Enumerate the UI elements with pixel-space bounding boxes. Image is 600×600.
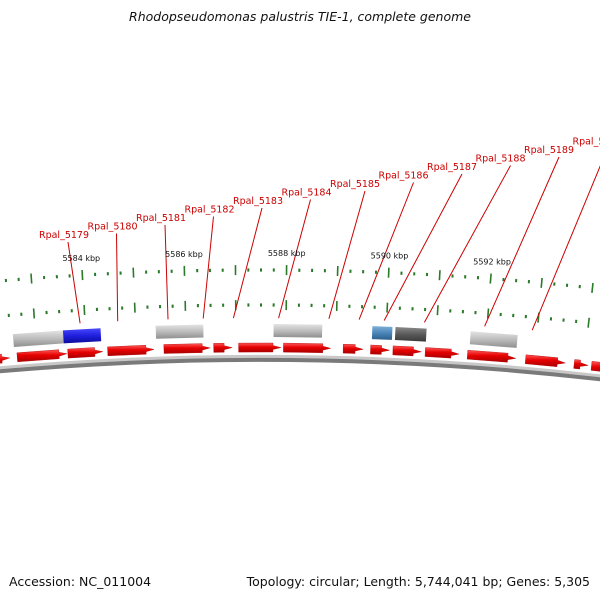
forward-gene-arrow — [466, 349, 516, 363]
gene-label: Rpal_5190 — [572, 137, 600, 148]
forward-gene-arrow — [16, 349, 67, 363]
position-label: 5584 kbp — [62, 254, 100, 263]
position-label: 5590 kbp — [371, 252, 409, 261]
tick-mark — [591, 282, 594, 293]
gene-label: Rpal_5180 — [87, 222, 137, 233]
label-leader-line — [423, 165, 511, 323]
gene-label: Rpal_5179 — [39, 230, 89, 241]
label-leader-line — [278, 199, 311, 319]
light-gray-gene-block — [12, 330, 64, 347]
label-leader-line — [202, 216, 214, 319]
forward-gene-arrow — [107, 344, 155, 357]
genome-summary: Topology: circular; Length: 5,744,041 bp… — [246, 574, 590, 589]
gene-features — [0, 324, 600, 372]
gene-label: Rpal_5186 — [378, 171, 428, 182]
gene-labels: Rpal_5179Rpal_5180Rpal_5181Rpal_5182Rpal… — [39, 137, 600, 242]
tick-mark — [30, 273, 33, 284]
label-leader-line — [164, 224, 169, 320]
tick-mark — [436, 305, 439, 316]
label-leaders — [67, 156, 600, 331]
gene-label: Rpal_5182 — [184, 205, 234, 216]
forward-gene-arrow — [370, 344, 390, 355]
label-leader-line — [328, 190, 366, 319]
tick-mark — [81, 270, 84, 281]
forward-gene-arrow — [0, 353, 10, 364]
label-leader-line — [358, 182, 414, 320]
gene-label: Rpal_5184 — [281, 188, 331, 199]
light-gray-gene-block — [469, 331, 518, 348]
label-leader-line — [531, 165, 600, 331]
gene-label: Rpal_5189 — [524, 145, 574, 156]
accession-text: Accession: NC_011004 — [9, 574, 152, 589]
forward-gene-arrow — [342, 343, 364, 354]
backbone-line — [0, 357, 600, 382]
forward-gene-arrow — [573, 359, 589, 370]
forward-gene-arrow — [590, 361, 600, 372]
map-title: Rhodopseudomonas palustris TIE-1, comple… — [129, 9, 471, 24]
dark-gray-gene-block — [394, 327, 427, 342]
tick-mark — [540, 277, 543, 288]
label-leader-line — [232, 207, 263, 319]
genome-backbone — [0, 355, 600, 382]
forward-gene-arrow — [163, 343, 211, 354]
label-leader-line — [67, 241, 81, 324]
tick-mark — [83, 305, 86, 316]
forward-gene-arrow — [424, 347, 460, 359]
tick-mark — [386, 302, 389, 313]
forward-gene-arrow — [392, 345, 422, 357]
blue-gene-block — [62, 328, 102, 344]
gene-label: Rpal_5185 — [330, 179, 380, 190]
label-leader-line — [383, 173, 463, 321]
tick-mark — [587, 317, 590, 328]
forward-gene-arrow — [524, 354, 566, 367]
gene-label: Rpal_5183 — [233, 196, 283, 207]
steel-blue-gene-block — [371, 326, 393, 340]
forward-gene-arrow — [67, 347, 103, 359]
gene-label: Rpal_5188 — [475, 154, 525, 165]
position-label: 5592 kbp — [473, 258, 511, 267]
forward-gene-arrow — [238, 342, 281, 353]
tick-mark — [32, 308, 36, 319]
gene-label: Rpal_5187 — [427, 162, 477, 173]
tick-mark — [489, 273, 492, 284]
label-leader-line — [484, 156, 560, 327]
gene-label: Rpal_5181 — [136, 213, 186, 224]
forward-gene-arrow — [213, 342, 233, 353]
tick-marks — [4, 265, 594, 328]
tick-mark — [438, 270, 441, 281]
tick-mark — [486, 308, 490, 319]
light-gray-gene-block — [155, 324, 204, 339]
light-gray-gene-block — [273, 324, 323, 338]
label-leader-line — [116, 233, 119, 322]
position-label: 5586 kbp — [165, 250, 203, 259]
position-label: 5588 kbp — [268, 249, 306, 258]
forward-gene-arrow — [283, 342, 331, 353]
